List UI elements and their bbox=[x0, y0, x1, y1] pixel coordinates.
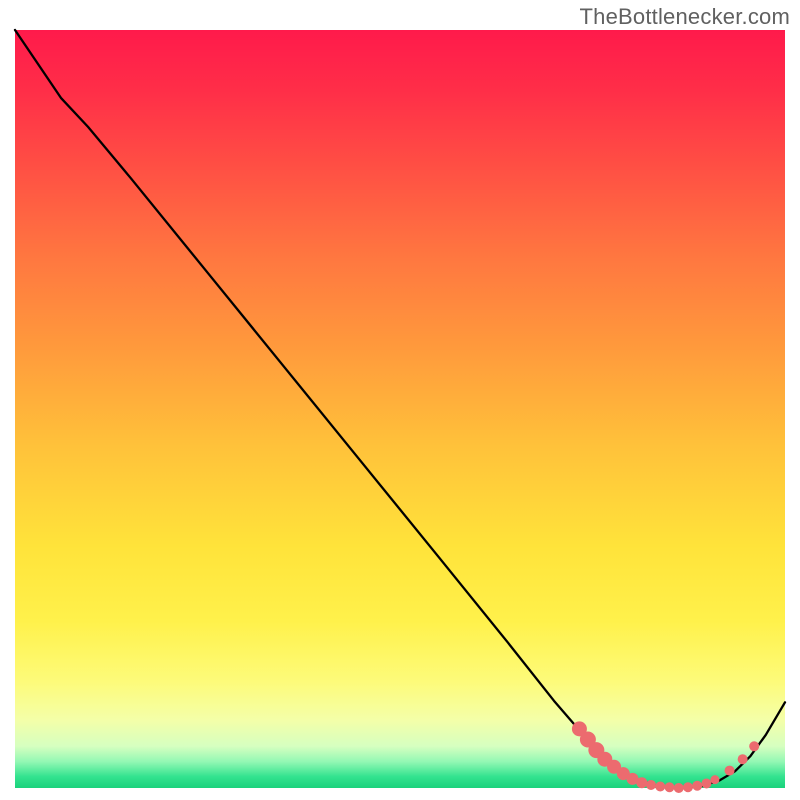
curve-marker bbox=[738, 754, 748, 764]
curve-marker bbox=[692, 781, 702, 791]
bottleneck-chart bbox=[0, 0, 800, 800]
curve-marker bbox=[749, 741, 759, 751]
curve-marker bbox=[701, 778, 711, 788]
curve-marker bbox=[665, 782, 675, 792]
curve-marker bbox=[725, 766, 735, 776]
chart-stage: TheBottlenecker.com bbox=[0, 0, 800, 800]
curve-marker bbox=[674, 783, 684, 793]
gradient-background bbox=[15, 30, 785, 788]
curve-marker bbox=[636, 777, 647, 788]
watermark-text: TheBottlenecker.com bbox=[580, 4, 790, 30]
curve-marker bbox=[710, 775, 719, 784]
curve-marker bbox=[655, 781, 665, 791]
curve-marker bbox=[683, 782, 693, 792]
curve-marker bbox=[646, 780, 656, 790]
